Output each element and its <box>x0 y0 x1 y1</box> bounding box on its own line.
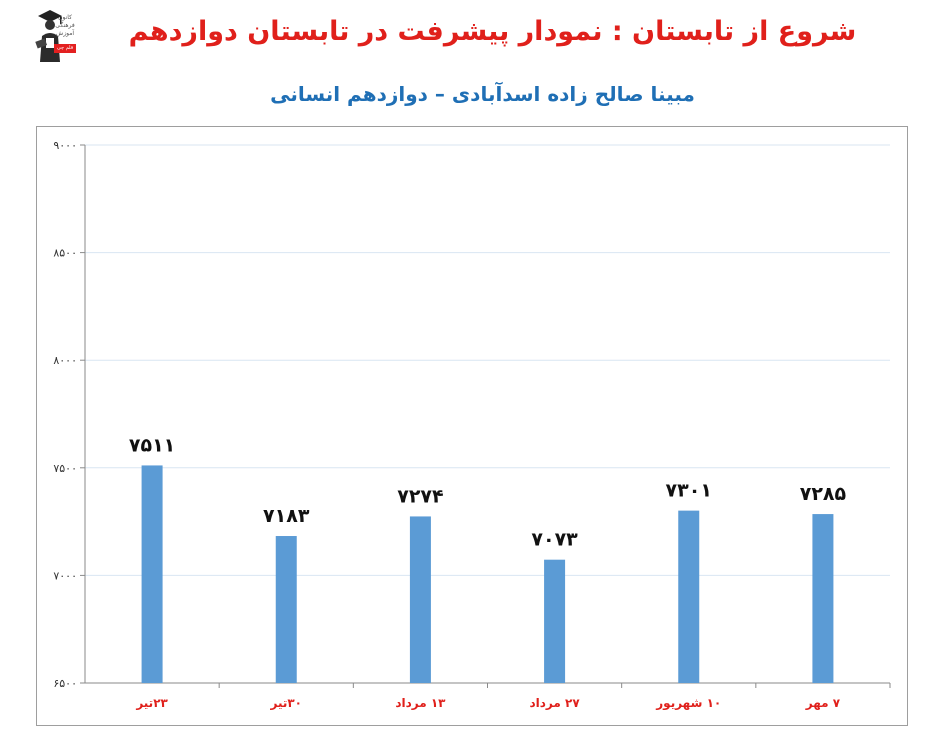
y-tick-label: ۸۰۰۰ <box>53 354 77 367</box>
page-title: شروع از تابستان : نمودار پیشرفت در تابست… <box>128 16 857 47</box>
category-label: ۳۰تیر <box>269 696 302 710</box>
y-tick-label: ۶۵۰۰ <box>53 677 77 690</box>
category-label: ۱۳ مرداد <box>395 696 446 710</box>
bar <box>409 516 431 683</box>
logo-text: کانون فرهنگی آموزش <box>55 14 75 37</box>
data-label: ۷۳۰۱ <box>666 480 712 502</box>
y-tick-label: ۸۵۰۰ <box>53 247 77 260</box>
data-label: ۷۲۸۵ <box>800 483 847 505</box>
bar <box>678 510 700 683</box>
graduate-icon <box>35 10 62 62</box>
category-label: ۲۳تیر <box>135 696 168 710</box>
page-subtitle: مبینا صالح زاده اسدآبادی – دوازدهم انسان… <box>270 82 695 106</box>
chart-frame: ۶۵۰۰ ۷۰۰۰ ۷۵۰۰ ۸۰۰۰ ۸۵۰۰ ۹۰۰۰ ۷۵۱۱ ۲۳تیر ۷۱۸۳ ۳۰ت… <box>36 126 908 726</box>
data-label: ۷۰۷۳ <box>531 529 578 551</box>
data-label: ۷۲۷۴ <box>397 485 443 507</box>
y-tick-label: ۹۰۰۰ <box>53 139 77 152</box>
bar-chart: ۶۵۰۰ ۷۰۰۰ ۷۵۰۰ ۸۰۰۰ ۸۵۰۰ ۹۰۰۰ ۷۵۱۱ ۲۳تیر ۷۱۸۳ ۳۰ت… <box>53 139 891 711</box>
category-label: ۲۷ مرداد <box>529 696 580 710</box>
category-label: ۷ مهر <box>805 696 841 710</box>
category-label: ۱۰ شهریور <box>655 696 721 711</box>
bar <box>141 465 163 683</box>
data-label: ۷۱۸۳ <box>263 505 310 527</box>
y-tick-label: ۷۵۰۰ <box>53 462 77 475</box>
bar <box>544 559 566 683</box>
y-tick-label: ۷۰۰۰ <box>53 569 77 582</box>
logo <box>34 6 80 68</box>
data-label: ۷۵۱۱ <box>129 434 175 456</box>
logo-tag: قلم چی <box>54 44 76 53</box>
bar <box>275 536 297 683</box>
bar <box>812 514 834 683</box>
